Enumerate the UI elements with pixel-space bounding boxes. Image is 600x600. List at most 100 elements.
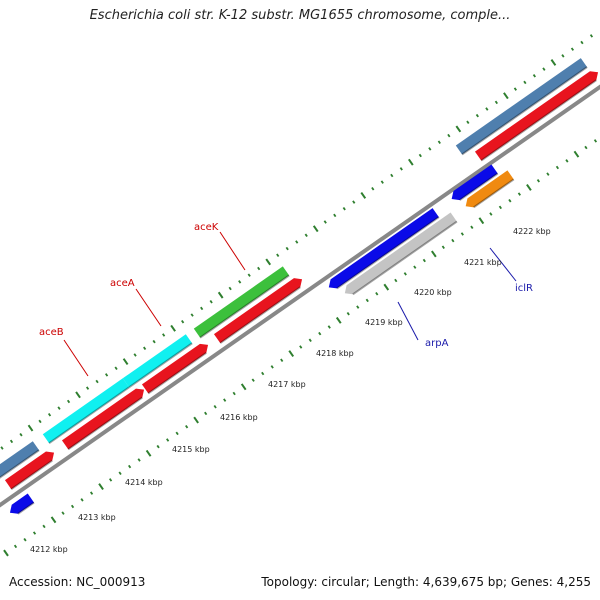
leader-aceK bbox=[219, 231, 246, 271]
outer-tick bbox=[104, 373, 109, 377]
inner-tick bbox=[508, 198, 512, 203]
feature-aceA-gene bbox=[122, 334, 193, 388]
outer-tick bbox=[228, 286, 232, 291]
outer-tick bbox=[133, 353, 137, 357]
inner-tick bbox=[335, 316, 342, 324]
outer-tick bbox=[143, 346, 147, 351]
feature-cds-1-shade bbox=[10, 459, 53, 491]
inner-tick-ring bbox=[3, 139, 598, 557]
gene-label-aceA: aceA bbox=[110, 278, 135, 289]
feature-arpA-gene-shade bbox=[352, 220, 458, 296]
inner-tick bbox=[413, 265, 417, 269]
scale-label: 4217 kbp bbox=[268, 380, 306, 389]
inner-tick bbox=[422, 258, 426, 263]
feature-blue-small-left-shade bbox=[17, 501, 35, 515]
outer-tick bbox=[217, 291, 224, 299]
outer-tick bbox=[170, 324, 176, 332]
outer-tick bbox=[114, 366, 118, 370]
outer-tick bbox=[437, 140, 441, 144]
outer-tick bbox=[85, 386, 90, 390]
feature-cds-right bbox=[474, 71, 599, 161]
inner-tick bbox=[166, 438, 170, 442]
inner-tick bbox=[137, 458, 141, 462]
outer-tick bbox=[122, 358, 129, 366]
feature-arpA-cds bbox=[328, 208, 439, 289]
inner-tick bbox=[108, 478, 113, 482]
scale-label: 4215 kbp bbox=[172, 445, 210, 454]
inner-tick bbox=[308, 338, 312, 343]
outer-tick bbox=[455, 125, 462, 133]
inner-tick bbox=[251, 378, 255, 382]
outer-tick bbox=[312, 225, 319, 233]
outer-tick bbox=[0, 446, 4, 450]
scale-label: 4221 kbp bbox=[464, 258, 502, 267]
inner-tick bbox=[478, 217, 485, 225]
outer-tick bbox=[200, 306, 204, 311]
outer-tick bbox=[285, 246, 289, 251]
inner-tick bbox=[50, 516, 57, 524]
feature-aceB-gene-shade bbox=[48, 386, 130, 445]
outer-tick bbox=[407, 158, 414, 166]
outer-tick bbox=[295, 240, 299, 244]
feature-steelblue-left-shade bbox=[0, 449, 40, 479]
scale-label: 4222 kbp bbox=[513, 227, 551, 236]
inner-tick bbox=[536, 179, 541, 183]
outer-tick bbox=[247, 273, 251, 277]
outer-tick bbox=[475, 113, 479, 118]
chromosome-backbone bbox=[0, 84, 600, 508]
scale-label: 4218 kbp bbox=[316, 349, 354, 358]
inner-tick bbox=[346, 311, 350, 316]
feature-aceK-gene bbox=[193, 266, 290, 338]
inner-tick bbox=[240, 383, 247, 391]
outer-tick bbox=[542, 67, 546, 71]
feature-cds-aceA-shade bbox=[147, 352, 207, 395]
feature-steelblue-right bbox=[455, 58, 588, 155]
outer-tick bbox=[447, 133, 451, 138]
inner-tick bbox=[70, 504, 75, 509]
accession-text: Accession: NC_000913 bbox=[9, 575, 146, 589]
inner-tick bbox=[555, 165, 560, 170]
feature-iclR-cds-shade bbox=[459, 172, 499, 201]
outer-tick bbox=[561, 54, 565, 58]
inner-tick bbox=[280, 358, 284, 362]
scale-label: 4214 kbp bbox=[125, 478, 163, 487]
outer-tick bbox=[304, 233, 308, 238]
inner-tick bbox=[270, 365, 274, 369]
inner-tick bbox=[470, 225, 474, 230]
outer-tick bbox=[371, 187, 375, 191]
inner-tick bbox=[489, 212, 493, 216]
inner-tick bbox=[318, 331, 322, 336]
outer-tick bbox=[181, 319, 185, 324]
outer-tick bbox=[342, 206, 346, 211]
inner-tick bbox=[261, 371, 265, 376]
inner-tick bbox=[375, 292, 379, 296]
inner-tick bbox=[526, 183, 532, 191]
feature-cds-aceB-shade bbox=[67, 396, 143, 451]
map-title: Escherichia coli str. K-12 substr. MG165… bbox=[89, 8, 511, 23]
inner-tick bbox=[213, 405, 217, 409]
outer-tick bbox=[66, 399, 71, 404]
feature-arpA-cds-shade bbox=[336, 216, 440, 290]
feature-cds-aceB bbox=[61, 388, 145, 450]
feature-cds-aceK-shade bbox=[219, 286, 301, 344]
inner-tick bbox=[232, 391, 236, 396]
leader-arpA bbox=[397, 301, 419, 341]
outer-tick-ring bbox=[0, 34, 594, 450]
inner-tick bbox=[431, 250, 437, 258]
outer-tick bbox=[513, 87, 517, 91]
outer-tick bbox=[9, 439, 14, 444]
outer-tick bbox=[589, 34, 594, 38]
outer-tick bbox=[580, 40, 584, 45]
scale-label: 4213 kbp bbox=[78, 513, 116, 522]
inner-tick bbox=[565, 159, 569, 163]
outer-tick bbox=[75, 391, 81, 399]
scale-label: 4216 kbp bbox=[220, 413, 258, 422]
outer-tick bbox=[257, 266, 261, 271]
outer-tick bbox=[352, 200, 356, 204]
inner-tick bbox=[127, 464, 132, 469]
inner-tick bbox=[403, 272, 407, 276]
feature-cds-right-shade bbox=[480, 79, 597, 162]
inner-tick bbox=[593, 139, 598, 143]
gene-label-aceK: aceK bbox=[194, 222, 219, 233]
topology-text: Topology: circular; Length: 4,639,675 bp… bbox=[261, 575, 591, 589]
